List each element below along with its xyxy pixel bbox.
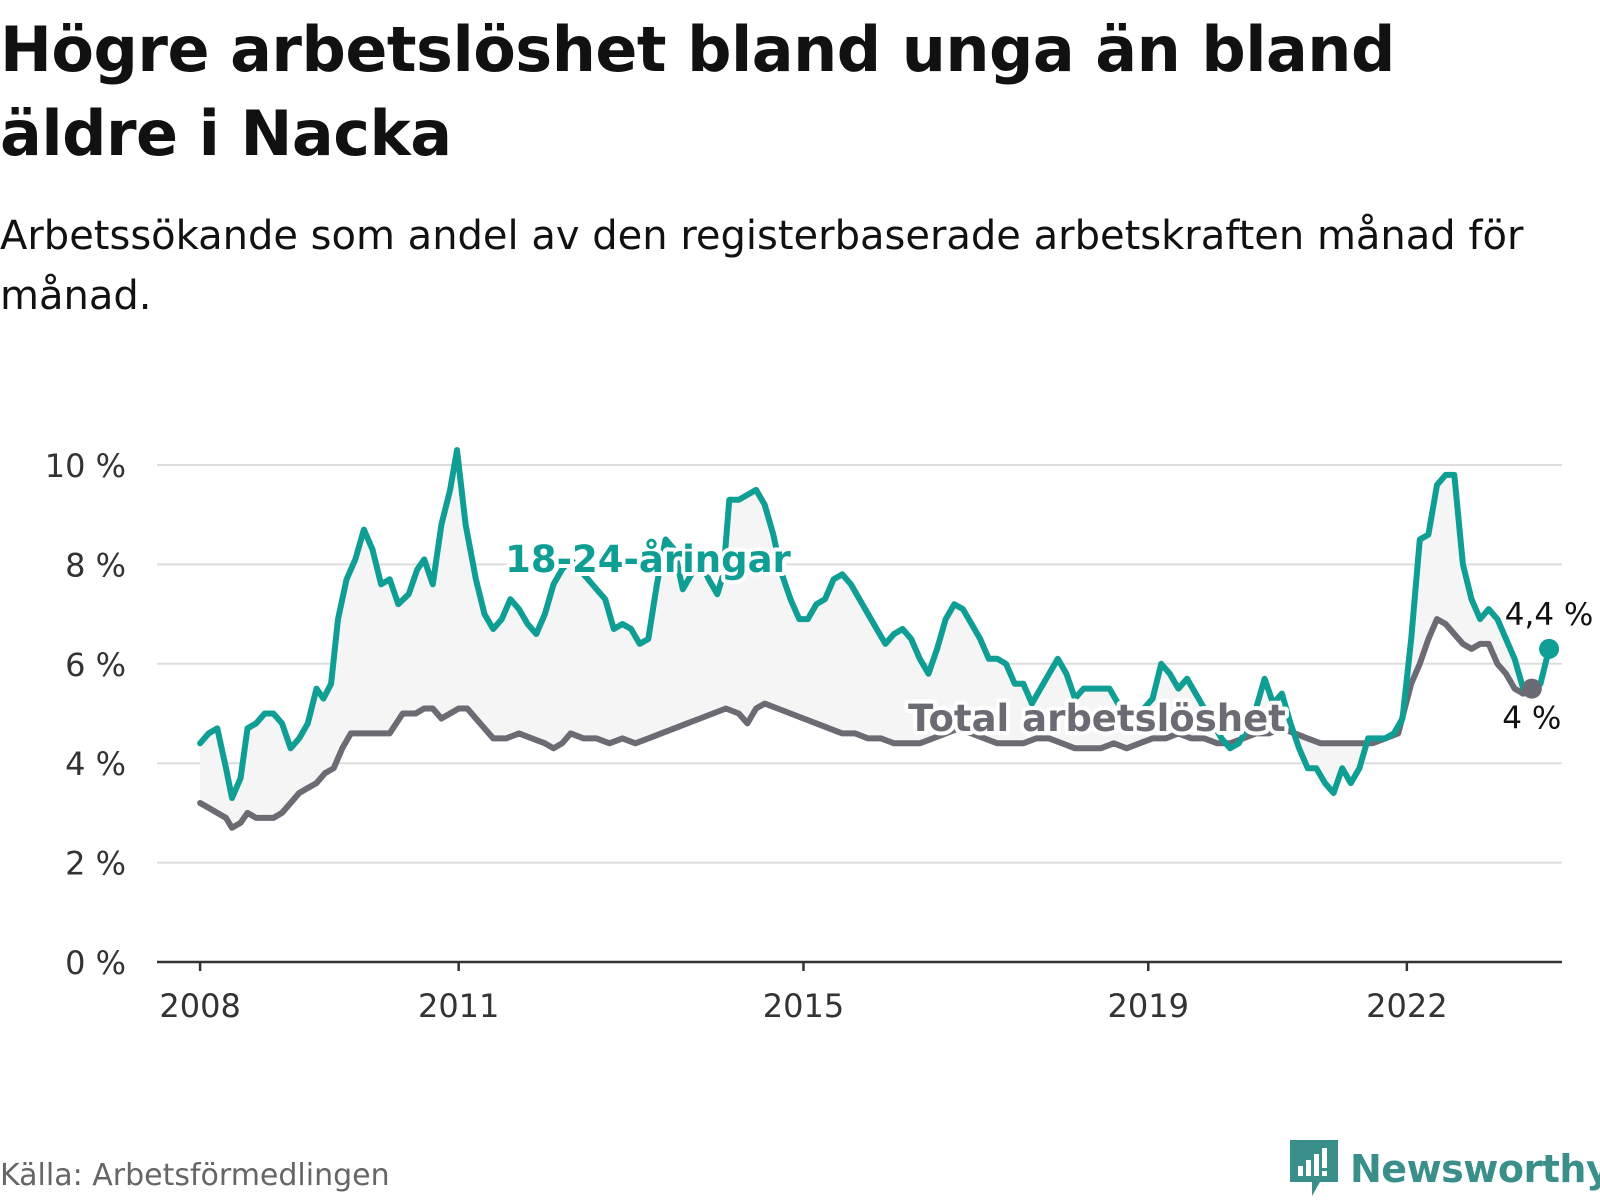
total-end-label: 4 % <box>1502 701 1561 737</box>
y-tick-label: 8 % <box>65 546 126 584</box>
youth-end-point <box>1539 638 1560 659</box>
source-note: Källa: Arbetsförmedlingen <box>0 1158 390 1193</box>
total-end-point <box>1521 678 1542 699</box>
brand-name: Newsworthy <box>1350 1147 1600 1191</box>
youth-line <box>197 447 1553 801</box>
x-tick-label: 2019 <box>1108 987 1189 1025</box>
x-tick-label: 2008 <box>159 987 240 1025</box>
y-tick-label: 6 % <box>65 646 126 684</box>
y-tick-label: 2 % <box>65 845 126 883</box>
chart-subtitle: Arbetssökande som andel av den registerb… <box>0 213 1524 319</box>
newsworthy-logo-icon <box>1290 1140 1338 1196</box>
x-tick-label: 2011 <box>418 987 499 1025</box>
x-tick-label: 2015 <box>763 987 844 1025</box>
line-chart: 0 % 2 % 4 % 6 % 8 % 10 % 2008 2011 2015 2019 2022… <box>44 447 1597 1025</box>
total-line <box>197 616 1535 831</box>
x-tick-label: 2022 <box>1366 987 1447 1025</box>
y-tick-label: 10 % <box>45 447 126 485</box>
label-layer: 18-24-åringar Total arbetslöshet 4,4 % 4 % <box>501 534 1597 744</box>
brand-logo: Newsworthy <box>1290 1140 1600 1198</box>
series-label-total: Total arbetslöshet <box>908 697 1286 740</box>
gap-band <box>200 450 1550 828</box>
y-tick-label: 4 % <box>65 745 126 783</box>
chart-title: Högre arbetslöshet bland unga än bland ä… <box>0 13 1395 170</box>
series-layer <box>197 447 1560 831</box>
series-label-youth: 18-24-åringar <box>505 538 791 581</box>
x-axis: 2008 2011 2015 2019 2022 <box>157 960 1562 1025</box>
y-tick-label: 0 % <box>65 944 126 982</box>
youth-end-label: 4,4 % <box>1505 597 1594 633</box>
